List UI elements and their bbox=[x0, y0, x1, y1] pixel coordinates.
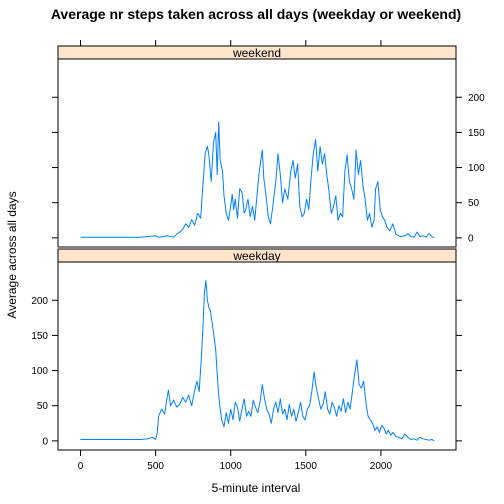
y-tick-label: 0 bbox=[42, 436, 48, 447]
plot-frame-weekend bbox=[57, 58, 457, 248]
strip-label-weekday: weekday bbox=[232, 249, 280, 263]
y-tick-label: 50 bbox=[37, 401, 49, 412]
series-line-weekday bbox=[80, 280, 435, 442]
series-line-weekend bbox=[80, 121, 435, 239]
y-tick-label: 50 bbox=[468, 198, 480, 209]
x-tick-label: 0 bbox=[78, 461, 84, 472]
y-tick-label: 0 bbox=[468, 233, 474, 244]
y-axis-label: Average across all days bbox=[5, 191, 19, 318]
strip-label-weekend: weekend bbox=[232, 46, 281, 60]
panel-weekend: weekend 0 50 100 150 200 bbox=[52, 40, 485, 248]
x-tick-label: 1500 bbox=[295, 461, 318, 472]
x-tick-label: 500 bbox=[147, 461, 164, 472]
y-tick-label: 200 bbox=[468, 93, 485, 104]
y-tick-label: 100 bbox=[31, 366, 48, 377]
y-tick-label: 200 bbox=[31, 296, 48, 307]
y-tick-label: 150 bbox=[31, 331, 48, 342]
y-tick-label: 150 bbox=[468, 128, 485, 139]
plot-frame-weekday bbox=[57, 261, 457, 451]
y-tick-label: 100 bbox=[468, 163, 485, 174]
x-tick-label: 1000 bbox=[220, 461, 243, 472]
chart-title: Average nr steps taken across all days (… bbox=[51, 6, 461, 22]
x-tick-label: 2000 bbox=[370, 461, 393, 472]
x-axis-label: 5-minute interval bbox=[212, 481, 301, 495]
